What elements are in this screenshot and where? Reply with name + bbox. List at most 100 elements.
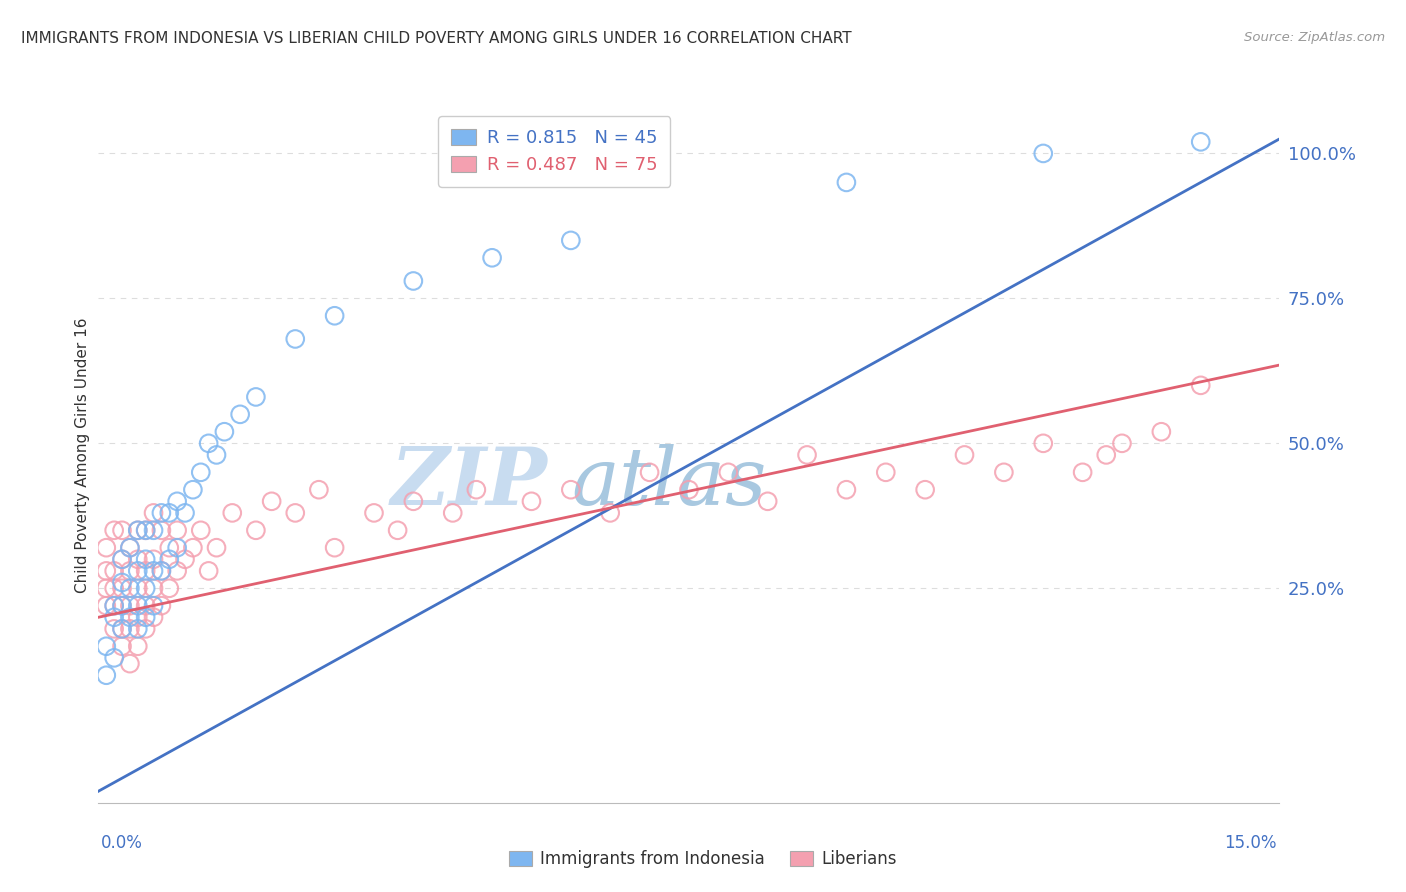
Point: [166, 541, 188, 555]
Point: [135, 622, 157, 636]
Point: [135, 552, 157, 566]
Point: [118, 564, 141, 578]
Point: [127, 552, 149, 566]
Point: [103, 582, 125, 596]
Point: [96, 668, 118, 682]
Point: [166, 564, 188, 578]
Point: [127, 523, 149, 537]
Point: [135, 523, 157, 537]
Point: [835, 175, 858, 190]
Point: [166, 523, 188, 537]
Point: [135, 582, 157, 596]
Point: [796, 448, 818, 462]
Point: [150, 564, 173, 578]
Point: [560, 483, 582, 497]
Point: [142, 552, 165, 566]
Point: [111, 523, 134, 537]
Point: [756, 494, 779, 508]
Point: [142, 582, 165, 596]
Point: [166, 494, 188, 508]
Point: [135, 610, 157, 624]
Point: [875, 466, 897, 480]
Point: [323, 309, 346, 323]
Point: [181, 541, 204, 555]
Point: [96, 564, 118, 578]
Point: [118, 541, 141, 555]
Text: 15.0%: 15.0%: [1225, 834, 1277, 852]
Point: [127, 523, 149, 537]
Point: [205, 541, 228, 555]
Point: [197, 564, 219, 578]
Point: [111, 599, 134, 613]
Point: [481, 251, 503, 265]
Point: [103, 523, 125, 537]
Point: [96, 582, 118, 596]
Text: IMMIGRANTS FROM INDONESIA VS LIBERIAN CHILD POVERTY AMONG GIRLS UNDER 16 CORRELA: IMMIGRANTS FROM INDONESIA VS LIBERIAN CH…: [21, 31, 852, 46]
Point: [118, 582, 141, 596]
Legend: R = 0.815   N = 45, R = 0.487   N = 75: R = 0.815 N = 45, R = 0.487 N = 75: [439, 116, 671, 187]
Point: [103, 599, 125, 613]
Point: [181, 483, 204, 497]
Point: [142, 506, 165, 520]
Point: [111, 582, 134, 596]
Point: [142, 523, 165, 537]
Point: [103, 622, 125, 636]
Point: [245, 390, 267, 404]
Point: [127, 622, 149, 636]
Point: [157, 506, 180, 520]
Point: [142, 564, 165, 578]
Point: [111, 622, 134, 636]
Point: [465, 483, 488, 497]
Text: 0.0%: 0.0%: [101, 834, 143, 852]
Point: [190, 466, 212, 480]
Text: Source: ZipAtlas.com: Source: ZipAtlas.com: [1244, 31, 1385, 45]
Point: [157, 582, 180, 596]
Point: [118, 622, 141, 636]
Point: [111, 622, 134, 636]
Point: [118, 541, 141, 555]
Point: [993, 466, 1015, 480]
Point: [142, 610, 165, 624]
Point: [127, 564, 149, 578]
Y-axis label: Child Poverty Among Girls Under 16: Child Poverty Among Girls Under 16: [75, 318, 90, 592]
Point: [678, 483, 700, 497]
Point: [835, 483, 858, 497]
Point: [717, 466, 740, 480]
Text: ZIP: ZIP: [391, 444, 547, 522]
Point: [363, 506, 385, 520]
Point: [308, 483, 330, 497]
Point: [599, 506, 621, 520]
Point: [111, 599, 134, 613]
Point: [157, 541, 180, 555]
Point: [197, 436, 219, 450]
Point: [638, 466, 661, 480]
Point: [1150, 425, 1173, 439]
Point: [520, 494, 543, 508]
Point: [323, 541, 346, 555]
Point: [914, 483, 936, 497]
Point: [150, 506, 173, 520]
Point: [142, 599, 165, 613]
Point: [118, 599, 141, 613]
Point: [284, 332, 307, 346]
Point: [245, 523, 267, 537]
Point: [135, 523, 157, 537]
Point: [103, 599, 125, 613]
Point: [103, 564, 125, 578]
Point: [284, 506, 307, 520]
Point: [1095, 448, 1118, 462]
Point: [214, 425, 236, 439]
Point: [441, 506, 464, 520]
Point: [174, 506, 197, 520]
Point: [260, 494, 283, 508]
Point: [118, 657, 141, 671]
Point: [150, 599, 173, 613]
Point: [402, 274, 425, 288]
Point: [174, 552, 197, 566]
Point: [229, 407, 252, 422]
Point: [96, 599, 118, 613]
Point: [96, 639, 118, 653]
Point: [111, 639, 134, 653]
Point: [127, 639, 149, 653]
Point: [118, 610, 141, 624]
